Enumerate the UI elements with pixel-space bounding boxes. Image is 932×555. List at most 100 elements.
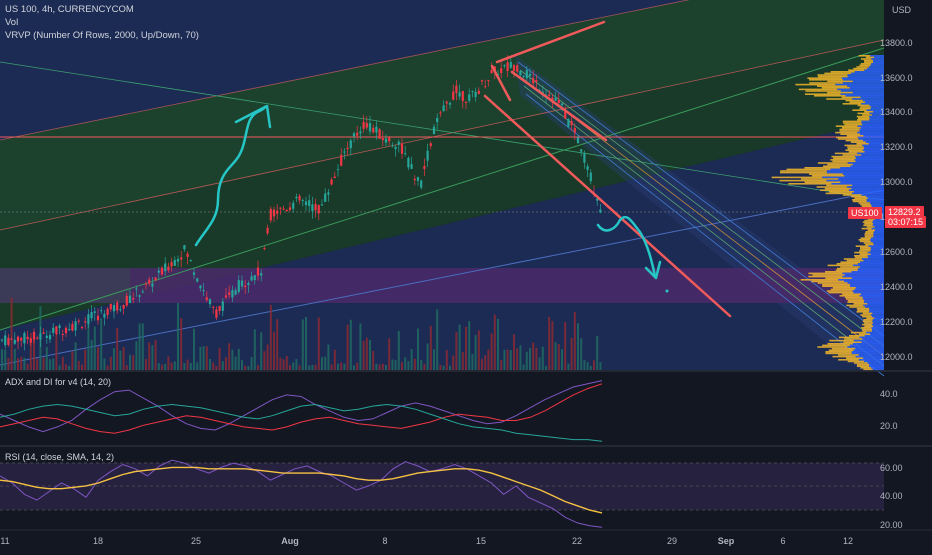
candle-body — [375, 126, 378, 133]
vrvp-up-bar — [847, 74, 884, 76]
vrvp-up-bar — [859, 295, 884, 297]
vrvp-down-bar — [816, 186, 847, 188]
candle-body — [183, 245, 186, 250]
upper-green-channel — [0, 0, 884, 230]
volume-bar — [84, 349, 87, 370]
vrvp-down-bar — [844, 296, 863, 299]
volume-bar — [7, 358, 10, 370]
vrvp-up-bar — [857, 269, 884, 271]
vrvp-up-bar — [855, 355, 884, 358]
candle-body — [570, 121, 573, 126]
vrvp-up-bar — [859, 336, 884, 339]
volume-bar — [593, 360, 595, 370]
vrvp-up-bar — [864, 360, 884, 363]
vrvp-up-bar — [862, 296, 884, 299]
vrvp-up-bar — [875, 229, 884, 231]
vrvp-down-bar — [852, 109, 867, 111]
volume-bar — [285, 355, 288, 370]
vrvp-down-bar — [833, 157, 857, 159]
candle-body — [208, 299, 212, 305]
volume-bar — [554, 342, 557, 370]
volume-bar — [292, 362, 295, 370]
vrvp-down-bar — [804, 93, 841, 95]
symbol-legend[interactable]: US 100, 4h, CURRENCYCOM — [5, 4, 134, 15]
rsi-pane-title[interactable]: RSI (14, close, SMA, 14, 2) — [5, 452, 115, 462]
volume-bar — [279, 357, 282, 370]
volume-bar — [497, 318, 499, 370]
candle-body — [362, 121, 365, 129]
vrvp-up-bar — [861, 341, 884, 343]
vrvp-up-bar — [858, 354, 884, 356]
vrvp-down-bar — [848, 335, 865, 337]
rsi-series-line — [0, 459, 603, 528]
candle-body — [205, 297, 208, 301]
vrvp-down-bar — [862, 320, 873, 323]
candle-body — [509, 62, 512, 68]
vrvp-down-bar — [827, 80, 853, 83]
candle-body — [39, 333, 42, 340]
volume-bar — [186, 359, 189, 370]
vrvp-down-bar — [845, 99, 863, 102]
vrvp-down-bar — [857, 112, 870, 115]
volume-bar — [481, 359, 483, 370]
vrvp-down-bar — [863, 59, 873, 62]
vrvp-down-bar — [867, 218, 875, 220]
vrvp-up-bar — [872, 312, 884, 315]
vrvp-down-bar — [860, 203, 871, 206]
candle-body — [298, 195, 301, 201]
vrvp-up-bar — [867, 303, 884, 305]
descending-line-1 — [510, 70, 608, 142]
vrvp-down-bar — [830, 71, 855, 73]
price-tick: 13600.0 — [880, 72, 913, 83]
candle-body — [173, 259, 176, 266]
candle-body — [13, 339, 16, 344]
wedge-top-line — [495, 20, 606, 64]
candle-body — [109, 303, 112, 310]
candle-body — [221, 301, 224, 311]
vrvp-up-bar — [873, 219, 884, 222]
volume-bar — [413, 358, 416, 370]
volume-legend[interactable]: Vol — [5, 17, 19, 28]
vrvp-down-bar — [817, 74, 848, 76]
vrvp-up-bar — [868, 245, 884, 247]
vrvp-up-bar — [873, 243, 884, 246]
volume-bar — [378, 364, 381, 370]
vrvp-down-bar — [809, 82, 843, 84]
candle-body — [128, 295, 132, 303]
vrvp-up-bar — [855, 347, 884, 350]
volume-bar — [260, 332, 263, 370]
vrvp-down-bar — [826, 290, 853, 292]
vrvp-up-bar — [852, 163, 884, 166]
vrvp-legend[interactable]: VRVP (Number Of Rows, 2000, Up/Down, 70) — [5, 30, 199, 41]
vrvp-down-bar — [843, 122, 862, 124]
volume-bar — [266, 344, 269, 370]
candle-body — [87, 314, 90, 324]
adx-pane-title[interactable]: ADX and DI for v4 (14, 20) — [5, 377, 112, 387]
vrvp-down-bar — [858, 202, 870, 204]
vrvp-down-bar — [828, 291, 854, 294]
candle-body — [58, 325, 61, 329]
vrvp-down-bar — [808, 272, 843, 275]
candle-body — [164, 263, 167, 272]
volume-bar — [308, 365, 311, 370]
down-arrow-path — [596, 215, 657, 278]
volume-bar — [282, 359, 285, 370]
vrvp-down-bar — [807, 77, 842, 79]
vrvp-up-bar — [872, 320, 884, 323]
vrvp-up-bar — [872, 59, 884, 62]
vrvp-up-bar — [852, 290, 884, 292]
time-tick: 25 — [190, 536, 202, 546]
vrvp-up-bar — [851, 192, 884, 195]
vrvp-down-bar — [839, 295, 860, 297]
volume-bar — [557, 344, 560, 370]
volume-bar — [177, 302, 179, 370]
candle-body — [522, 75, 525, 77]
vrvp-down-bar — [842, 154, 862, 156]
volume-bar — [247, 365, 250, 370]
volume-bar — [330, 364, 333, 370]
vrvp-down-bar — [844, 123, 863, 126]
volume-bar — [196, 362, 199, 370]
candle-body — [423, 165, 426, 169]
